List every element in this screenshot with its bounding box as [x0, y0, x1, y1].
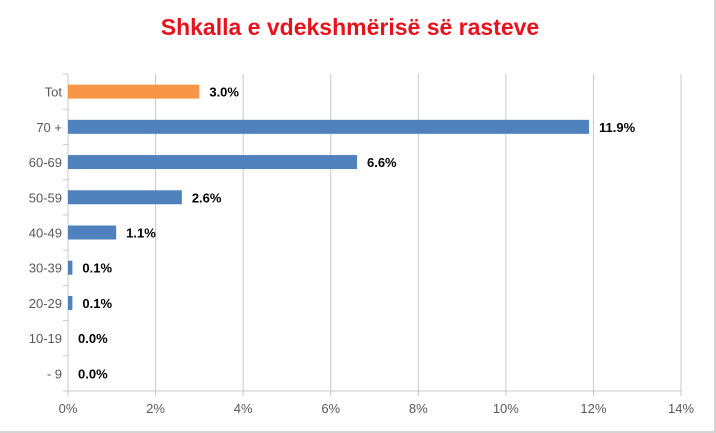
- data-label: 0.1%: [82, 261, 112, 276]
- category-label: 40-49: [29, 226, 62, 241]
- category-label: 20-29: [29, 296, 62, 311]
- x-tick-label: 10%: [493, 401, 519, 416]
- x-tick-label: 6%: [321, 401, 340, 416]
- bar: [68, 155, 357, 170]
- x-tick-label: 8%: [409, 401, 428, 416]
- data-label: 0.1%: [82, 296, 112, 311]
- data-label: 6.6%: [367, 155, 397, 170]
- x-tick-label: 2%: [146, 401, 165, 416]
- category-label: 70 +: [36, 120, 62, 135]
- category-label: 30-39: [29, 261, 62, 276]
- bars: [68, 84, 590, 310]
- data-label: 0.0%: [78, 366, 108, 381]
- data-labels: 3.0% 11.9% 6.6% 2.6% 1.1% 0.1% 0.1% 0.0% 0.0%: [78, 85, 636, 382]
- data-label: 1.1%: [126, 226, 156, 241]
- x-tick-label: 12%: [580, 401, 606, 416]
- category-label: 50-59: [29, 190, 62, 205]
- x-tick-labels: 0% 2% 4% 6% 8% 10% 12% 14%: [59, 401, 695, 416]
- x-tick-label: 4%: [234, 401, 253, 416]
- bar: [68, 190, 182, 205]
- bar: [68, 225, 117, 240]
- data-label: 2.6%: [192, 190, 222, 205]
- bar: [68, 295, 73, 310]
- data-label: 0.0%: [78, 331, 108, 346]
- category-label: 60-69: [29, 155, 62, 170]
- category-label: - 9: [47, 366, 62, 381]
- x-tick-label: 14%: [668, 401, 694, 416]
- category-label: 10-19: [29, 331, 62, 346]
- bar: [68, 119, 590, 134]
- x-tick-label: 0%: [59, 401, 78, 416]
- category-label: Tot: [45, 85, 63, 100]
- bar: [68, 84, 200, 99]
- data-label: 3.0%: [209, 85, 239, 100]
- chart-title: Shkalla e vdekshmërisë së rasteve: [160, 14, 540, 40]
- data-label: 11.9%: [599, 120, 636, 135]
- category-labels: Tot 70 + 60-69 50-59 40-49 30-39 20-29 10-19 - 9: [29, 85, 63, 382]
- bar: [68, 260, 73, 275]
